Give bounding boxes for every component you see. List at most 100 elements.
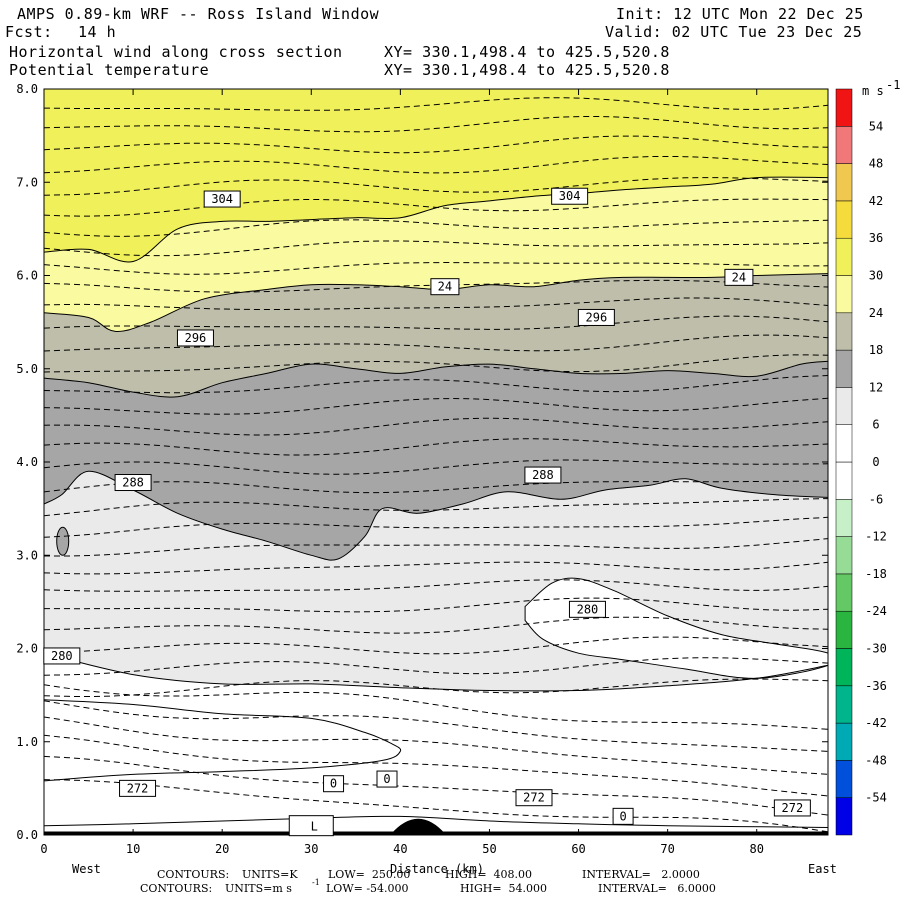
theta-label-9: 272: [523, 791, 545, 805]
colorbar-seg-18: [835, 126, 853, 164]
theta-contour-19: [44, 417, 828, 436]
colorbar-seg-7: [835, 536, 853, 575]
colorbar-label-11: 12: [869, 380, 883, 394]
theta-label-1-box: [551, 187, 589, 205]
theta-contour-31: [44, 177, 828, 196]
theta-label-4-box: [114, 474, 152, 492]
wind-label-2: 0: [330, 777, 337, 791]
theta-label-8: 272: [127, 781, 149, 795]
theta-contour-24: [44, 315, 828, 330]
wind-contour-0: [44, 652, 828, 692]
theta-label-4: 288: [122, 476, 144, 490]
y-tick-label-7: 7.0: [16, 175, 38, 189]
x-tick-label-8: 80: [750, 842, 764, 856]
theta-contour-33: [44, 135, 828, 154]
theta-contour-35: [44, 97, 828, 111]
theta-contour-30: [44, 198, 828, 217]
theta-contour-12: [44, 561, 828, 575]
colorbar-seg-14: [835, 275, 853, 314]
colorbar-seg-13: [835, 312, 853, 351]
theta-label-7: 280: [577, 602, 599, 616]
colorbar-seg-1: [835, 760, 853, 798]
colorbar-seg-8: [835, 499, 853, 537]
theta-contour-3: [44, 716, 828, 775]
x-tick-label-4: 40: [393, 842, 407, 856]
theta-contour-10: [44, 597, 828, 613]
y-tick-label-6: 6.0: [16, 269, 38, 283]
y-tick-label-5: 5.0: [16, 362, 38, 376]
theta-contour-8: [44, 636, 828, 655]
theta-contour-20: [44, 397, 828, 415]
colorbar-seg-10: [835, 424, 853, 463]
theta-label-10: 272: [782, 801, 804, 815]
x-tick-label-0: 0: [40, 842, 47, 856]
theta-contour-11: [44, 579, 828, 592]
colorbar-seg-9: [835, 461, 853, 500]
theta-label-6: 280: [51, 649, 73, 663]
theta-label-0: 304: [211, 192, 233, 206]
colorbar-label-10: 6: [872, 418, 879, 432]
wind-label-0: 24: [438, 280, 452, 294]
theta-contour-17: [44, 459, 828, 475]
colorbar-label-17: 48: [869, 157, 883, 171]
theta-contour-15: [44, 498, 828, 517]
wind-label-4-box: [612, 807, 634, 825]
theta-contour-4: [44, 700, 828, 752]
y-tick-label-3: 3.0: [16, 548, 38, 562]
footer-wind-interval: INTERVAL= 6.0000: [598, 882, 716, 895]
theta-label-6-box: [43, 647, 81, 665]
wind-label-1-box: [724, 268, 754, 286]
chart-title: AMPS 0.89-km WRF -- Ross Island Window: [17, 5, 380, 23]
field-1-xy: XY= 330.1,498.4 to 425.5,520.8: [384, 43, 670, 61]
theta-contour-32: [44, 155, 828, 174]
colorbar-seg-4: [835, 648, 853, 687]
theta-contour-28: [44, 240, 828, 257]
theta-label-3: 296: [586, 310, 608, 324]
theta-label-10-box: [773, 799, 811, 817]
low-marker-box: [288, 815, 334, 837]
x-tick-label-2: 20: [215, 842, 229, 856]
theta-label-9-box: [515, 789, 553, 807]
colorbar-seg-15: [835, 237, 853, 276]
colorbar-label-7: -12: [865, 530, 887, 544]
theta-label-2-box: [176, 329, 214, 347]
theta-contour-29: [44, 219, 828, 237]
colorbar-seg-2: [835, 722, 853, 761]
theta-contour-5: [44, 684, 828, 730]
theta-label-5: 288: [532, 468, 554, 482]
footer-theta-high: HIGH= 408.00: [445, 868, 533, 881]
theta-contour-6: [44, 678, 828, 698]
colorbar-label-1: -48: [865, 753, 887, 767]
y-tick-label-8: 8.0: [16, 82, 38, 96]
colorbar-seg-11: [835, 387, 853, 425]
colorbar-units: m s: [862, 84, 884, 98]
wind-label-3-box: [376, 770, 398, 788]
x-tick-label-1: 10: [126, 842, 140, 856]
theta-contour-27: [44, 262, 828, 275]
wind-label-3: 0: [383, 772, 390, 786]
wind-label-4: 0: [619, 809, 626, 823]
shading-layer: [44, 89, 828, 835]
y-tick-label-0: 0.0: [16, 828, 38, 842]
west-label: West: [72, 862, 101, 876]
init-time: Init: 12 UTC Mon 22 Dec 25: [616, 5, 864, 23]
colorbar-label-14: 30: [869, 269, 883, 283]
theta-label-1: 304: [559, 189, 581, 203]
y-tick-label-1: 1.0: [16, 735, 38, 749]
footer-theta-interval: INTERVAL= 2.0000: [582, 868, 700, 881]
colorbar-label-9: 0: [872, 455, 879, 469]
colorbar-label-5: -24: [865, 604, 887, 618]
footer-theta-low: LOW= 250.00: [328, 868, 411, 881]
wind-label-0-box: [430, 278, 460, 296]
colorbar-label-6: -18: [865, 567, 887, 581]
theta-contour-34: [44, 116, 828, 133]
wind-contour-18: [44, 360, 828, 398]
colorbar-label-3: -36: [865, 679, 887, 693]
footer-wind-units-exp: -1: [312, 878, 320, 887]
colorbar-label-16: 42: [869, 194, 883, 208]
theta-contour-0: [44, 779, 828, 833]
forecast-label: Fcst:: [5, 23, 53, 41]
theta-contour-21: [44, 375, 828, 394]
footer-wind-units: UNITS=m s: [225, 882, 292, 895]
